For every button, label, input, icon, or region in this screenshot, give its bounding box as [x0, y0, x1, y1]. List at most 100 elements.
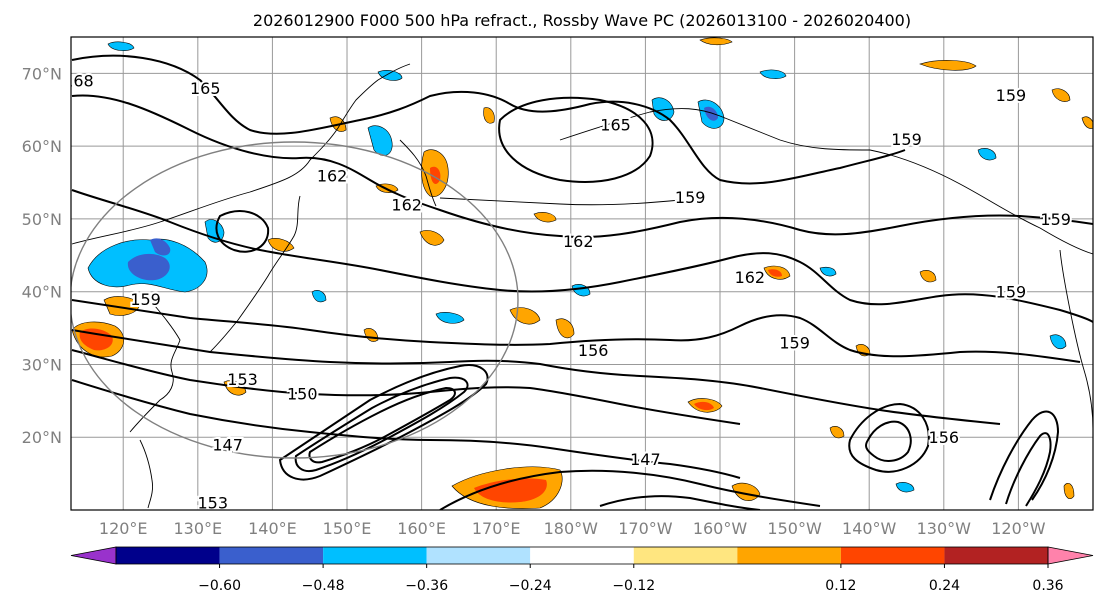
contour-label: 159 — [130, 290, 161, 309]
contour-west-closed — [215, 210, 270, 253]
negative-patch — [377, 70, 403, 81]
positive-patch — [1081, 116, 1093, 129]
longitude-labels: 120°E 130°E 140°E 150°E 160°E 170°E 180°W 170°W… — [99, 519, 1046, 538]
lat-label: 60°N — [22, 137, 62, 156]
positive-patch — [919, 60, 977, 71]
contour-label: 162 — [735, 268, 766, 287]
contour-label: 162 — [563, 232, 594, 251]
contour-label: 159 — [779, 334, 810, 353]
contour-label: 156 — [929, 428, 960, 447]
contour-jet-3 — [308, 386, 456, 464]
lon-label: 130°W — [917, 519, 972, 538]
positive-patch — [694, 401, 714, 411]
lat-label: 50°N — [22, 210, 62, 229]
coastline-japan — [209, 195, 301, 353]
contour-156 — [71, 299, 1081, 363]
colorbar-segments — [70, 546, 1094, 565]
coastline-kamchatka — [399, 139, 437, 207]
contour-label: 147 — [630, 450, 661, 469]
positive-patch — [474, 478, 547, 503]
positive-patch — [829, 426, 845, 439]
contour-label: 153 — [227, 370, 258, 389]
colorbar-frame — [115, 546, 1049, 565]
colorbar-segment — [219, 547, 324, 564]
contour-153 — [71, 329, 1001, 425]
colorbar-tick-label: −0.60 — [198, 578, 241, 594]
rossby-wave-circle — [71, 141, 519, 459]
positive-patch — [731, 482, 761, 501]
lon-label: 130°E — [173, 519, 222, 538]
colorbar-segment — [323, 547, 427, 564]
lon-label: 170°W — [618, 519, 673, 538]
contour-label: 147 — [212, 436, 243, 455]
coastline-korea-china — [129, 299, 181, 433]
colorbar-ticks: −0.60−0.48−0.36−0.24−0.120.120.240.360.4… — [198, 564, 1064, 594]
lon-label: 150°E — [323, 519, 372, 538]
positive-patch — [103, 296, 141, 316]
contour-label: 153 — [197, 494, 228, 513]
positive-patch — [419, 230, 445, 246]
negative-patch — [107, 41, 135, 51]
positive-patch — [1063, 483, 1075, 499]
colorbar-segment — [944, 547, 1048, 564]
contour-label: 162 — [391, 195, 422, 214]
coastline-philippines — [139, 439, 153, 509]
positive-patch — [267, 238, 295, 252]
contour-147 — [71, 379, 741, 479]
graticule — [71, 37, 1093, 510]
lon-label: 120°W — [991, 519, 1046, 538]
lat-label: 30°N — [22, 355, 62, 374]
colorbar-segment — [840, 547, 945, 564]
shaded-patches — [71, 37, 1093, 509]
positive-patch — [223, 380, 247, 396]
figure-title: 2026012900 F000 500 hPa refract., Rossby… — [253, 11, 911, 30]
contour-162 — [71, 94, 1093, 239]
colorbar-tick-label: −0.24 — [509, 578, 552, 594]
positive-patch — [699, 37, 733, 46]
negative-patch — [819, 266, 837, 277]
colorbar-segment — [737, 547, 841, 564]
lon-label: 140°E — [248, 519, 297, 538]
colorbar-tick-label: −0.36 — [405, 578, 448, 594]
colorbar-tick-label: 0.24 — [929, 578, 960, 594]
colorbar-tick-label: −0.48 — [302, 578, 345, 594]
great-circle — [71, 141, 519, 459]
positive-patch — [430, 166, 441, 184]
contour-north-closed — [498, 96, 654, 183]
colorbar-tick-label: 0.36 — [1032, 578, 1063, 594]
positive-patch — [483, 107, 495, 124]
contour-low-center — [848, 402, 930, 473]
map-frame — [70, 36, 1094, 511]
colorbar-segment — [426, 547, 531, 564]
positive-patch — [79, 328, 113, 351]
colorbar-tick-label: −0.12 — [612, 578, 655, 594]
positive-patch — [1051, 88, 1071, 102]
contour-label: 150 — [287, 385, 318, 404]
contours — [71, 54, 1093, 510]
contour-label: 159 — [1040, 210, 1071, 229]
lon-label: 160°E — [397, 519, 446, 538]
coastline-alaska — [559, 108, 1093, 255]
contour-159 — [71, 189, 1093, 323]
negative-patch — [311, 290, 327, 303]
contour-label: 165 — [600, 115, 631, 134]
positive-patch — [555, 318, 575, 339]
lon-label: 180°W — [544, 519, 599, 538]
contour-label: 159 — [675, 188, 706, 207]
negative-patch — [150, 238, 171, 256]
negative-patch — [1049, 334, 1067, 349]
colorbar-segment — [633, 547, 738, 564]
lat-label: 70°N — [22, 64, 62, 83]
positive-patch — [533, 212, 557, 223]
colorbar-extend-high — [1047, 546, 1094, 565]
contour-jet-2 — [294, 376, 469, 472]
contour-label: 159 — [891, 130, 922, 149]
negative-patch — [704, 106, 718, 121]
positive-patch — [768, 269, 782, 277]
colorbar-tick-label: 0.12 — [825, 578, 856, 594]
colorbar-extend-low — [70, 546, 117, 565]
contour-bottom-147 — [599, 495, 761, 510]
contour-jet-1 — [278, 364, 489, 481]
